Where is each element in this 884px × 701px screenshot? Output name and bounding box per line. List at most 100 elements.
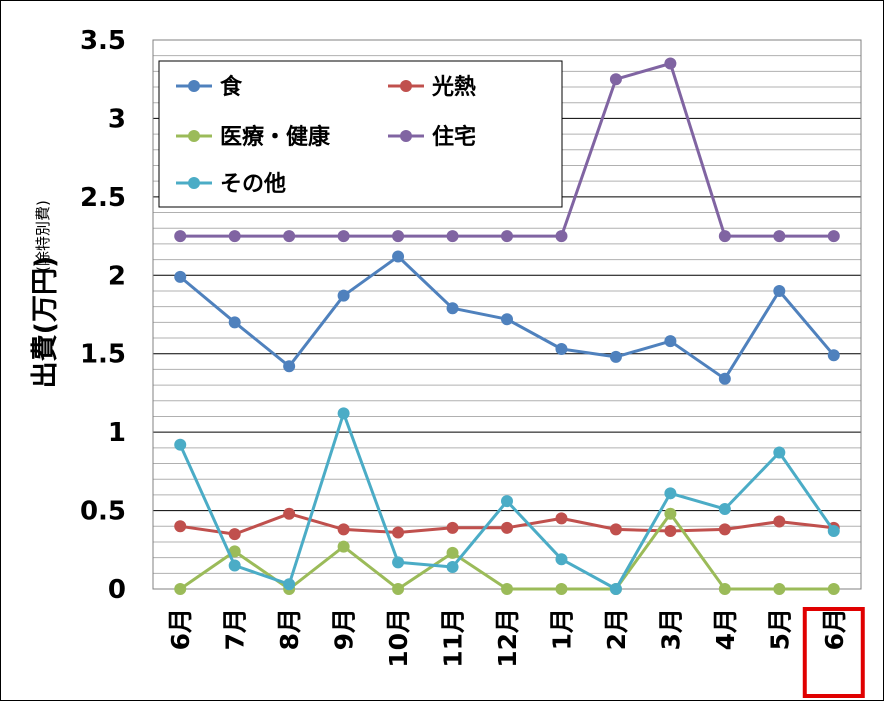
x-tick-label: 12月 — [493, 608, 522, 668]
data-point — [174, 583, 187, 595]
data-point — [773, 284, 786, 297]
data-point — [718, 583, 731, 595]
x-tick-label: 4月 — [711, 608, 740, 650]
data-point — [283, 360, 296, 373]
data-point — [174, 520, 187, 533]
data-point — [664, 487, 677, 500]
legend-label: 光熱 — [431, 74, 476, 100]
x-tick-label: 11月 — [439, 608, 468, 668]
data-point — [773, 583, 786, 595]
data-point — [501, 583, 513, 595]
data-point — [773, 230, 786, 243]
x-tick-label: 10月 — [384, 608, 413, 668]
y-tick-label: 3 — [108, 104, 126, 134]
x-tick-label: 6月 — [820, 608, 849, 650]
data-point — [555, 553, 568, 566]
data-point — [609, 350, 622, 363]
data-point — [174, 270, 187, 283]
x-tick-label: 1月 — [547, 608, 576, 650]
data-point — [501, 313, 513, 326]
data-point — [827, 524, 840, 537]
data-point — [718, 230, 731, 243]
y-tick-label: 0 — [108, 575, 126, 605]
y-axis-note: (除特別費) — [34, 200, 52, 272]
x-axis-ticks: 6月 7月 8月 9月 10月 11月 12月 1月 2月 3月 4月 5月 6月 — [166, 608, 849, 668]
data-point — [555, 512, 568, 525]
data-point — [609, 583, 622, 595]
data-point — [228, 545, 241, 558]
series-3 — [174, 57, 840, 243]
legend-marker — [400, 80, 412, 92]
data-point — [609, 523, 622, 536]
series-1 — [174, 507, 840, 541]
data-point — [392, 250, 405, 263]
legend-entry: 医療・健康 — [176, 124, 331, 150]
legend-label: 住宅 — [432, 124, 476, 150]
data-point — [283, 578, 296, 591]
y-axis-title: 出費(万円) — [30, 256, 61, 389]
y-axis-ticks: 0 0.5 1 1.5 2 2.5 3 3.5 — [80, 26, 126, 605]
y-axis-label: 出費(万円) — [30, 256, 61, 389]
legend-label: 医療・健康 — [220, 124, 331, 150]
data-point — [501, 230, 513, 243]
data-point — [446, 521, 459, 534]
x-tick-label: 5月 — [765, 608, 794, 650]
data-point — [773, 446, 786, 459]
x-tick-label: 7月 — [221, 608, 250, 650]
legend-label: 食 — [220, 74, 243, 100]
data-point — [827, 583, 840, 595]
x-tick-label: 3月 — [656, 608, 685, 650]
data-point — [446, 561, 459, 574]
data-point — [664, 507, 677, 520]
y-tick-label: 0.5 — [80, 497, 126, 527]
data-point — [337, 540, 350, 553]
data-point — [718, 503, 731, 516]
legend-marker — [188, 177, 200, 189]
x-tick-label: 6月 — [166, 608, 195, 650]
data-point — [337, 230, 350, 243]
y-axis-subtitle: (除特別費) — [34, 200, 52, 272]
data-point — [501, 495, 513, 508]
data-point — [392, 556, 405, 569]
data-point — [773, 515, 786, 528]
legend-box — [158, 60, 563, 208]
data-point — [446, 302, 459, 315]
data-point — [718, 372, 731, 385]
y-tick-label: 1 — [108, 418, 126, 448]
data-point — [501, 521, 513, 534]
legend-marker — [400, 130, 412, 142]
data-point — [337, 289, 350, 302]
series-4 — [174, 407, 840, 595]
data-point — [827, 349, 840, 362]
highlight-box — [802, 607, 865, 698]
data-point — [228, 316, 241, 329]
data-point — [555, 583, 568, 595]
series-layer — [174, 57, 840, 595]
data-point — [283, 507, 296, 520]
legend-entry: 光熱 — [388, 74, 476, 100]
data-point — [228, 230, 241, 243]
data-point — [609, 73, 622, 86]
data-point — [174, 438, 187, 451]
legend-marker — [188, 130, 200, 142]
data-point — [228, 528, 241, 541]
legend-marker — [188, 80, 200, 92]
data-point — [555, 230, 568, 243]
legend-entry: 住宅 — [388, 124, 476, 150]
data-point — [392, 230, 405, 243]
data-point — [228, 559, 241, 572]
data-point — [664, 524, 677, 537]
x-tick-label: 8月 — [275, 608, 304, 650]
y-tick-label: 1.5 — [80, 340, 126, 370]
x-tick-label: 9月 — [330, 608, 359, 650]
data-point — [174, 230, 187, 243]
data-point — [283, 230, 296, 243]
data-point — [664, 57, 677, 70]
series-0 — [174, 250, 840, 385]
data-point — [337, 523, 350, 536]
data-point — [718, 523, 731, 536]
legend-entry: 食 — [176, 74, 243, 100]
legend-label: その他 — [220, 172, 286, 197]
